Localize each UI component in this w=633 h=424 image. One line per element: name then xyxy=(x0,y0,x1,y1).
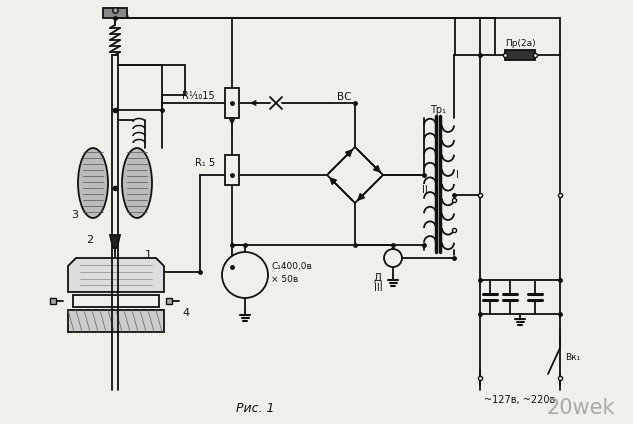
Bar xyxy=(225,88,239,118)
Text: R⅒15: R⅒15 xyxy=(182,91,215,101)
Circle shape xyxy=(222,252,268,298)
Circle shape xyxy=(384,249,402,267)
Text: R₁ 5: R₁ 5 xyxy=(195,158,215,168)
Text: Вк₁: Вк₁ xyxy=(565,354,580,363)
Bar xyxy=(103,8,127,18)
Text: II: II xyxy=(422,185,428,195)
Ellipse shape xyxy=(122,148,152,218)
Text: Рис. 1: Рис. 1 xyxy=(235,402,274,415)
Text: ВС: ВС xyxy=(337,92,351,102)
Polygon shape xyxy=(110,235,120,248)
Bar xyxy=(505,50,535,60)
Text: 4: 4 xyxy=(182,308,189,318)
Text: ~127в, ~220в: ~127в, ~220в xyxy=(484,395,556,405)
Bar xyxy=(225,155,239,185)
Text: × 50в: × 50в xyxy=(271,274,298,284)
Text: Тр₁: Тр₁ xyxy=(430,105,446,115)
Text: 1: 1 xyxy=(144,250,151,260)
Text: 20wek: 20wek xyxy=(546,398,615,418)
Ellipse shape xyxy=(78,148,108,218)
Text: I: I xyxy=(456,170,458,180)
Text: Пр(2а): Пр(2а) xyxy=(505,39,536,47)
Text: III: III xyxy=(373,283,382,293)
Text: C₁400,0в: C₁400,0в xyxy=(271,262,312,271)
Polygon shape xyxy=(68,258,164,292)
Text: 2: 2 xyxy=(86,235,93,245)
Text: Д: Д xyxy=(374,273,382,283)
Text: 3: 3 xyxy=(72,210,78,220)
Bar xyxy=(68,310,164,332)
